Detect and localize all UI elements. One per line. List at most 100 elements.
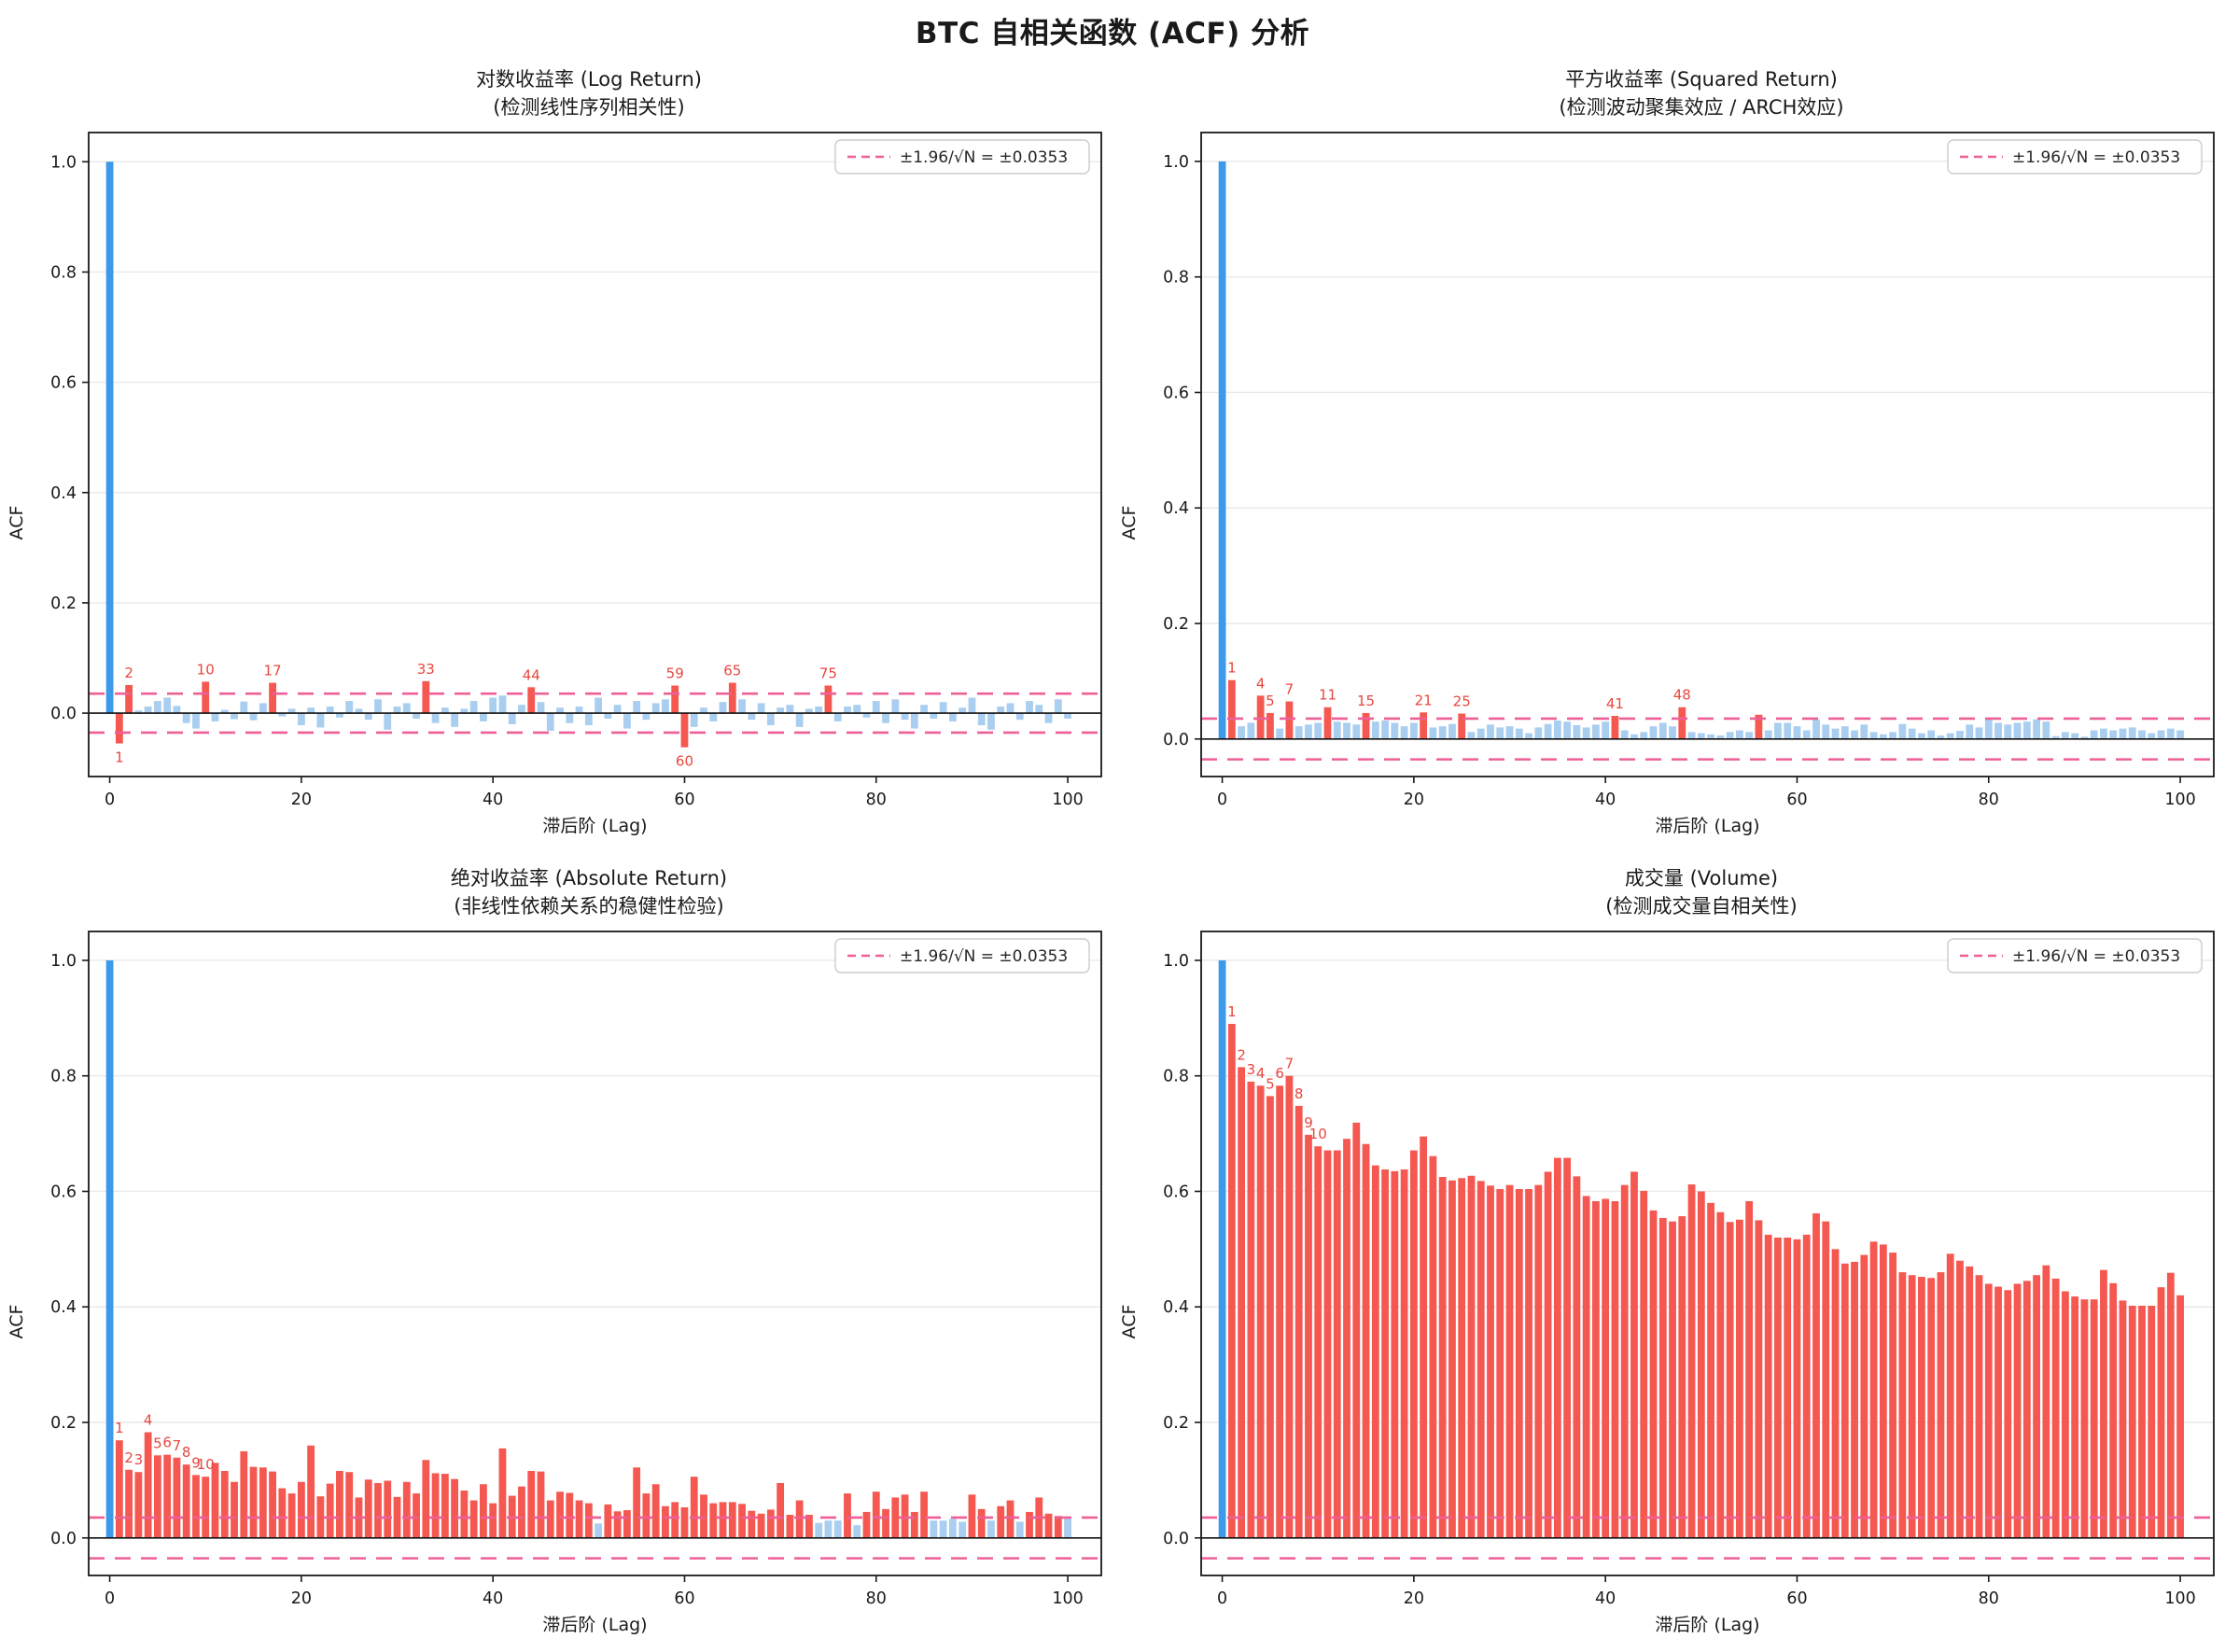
acf-bar <box>1352 1122 1361 1538</box>
acf-bar <box>604 1504 612 1538</box>
acf-bar <box>882 1508 889 1538</box>
acf-bar <box>1927 1278 1936 1538</box>
x-tick-label: 20 <box>1404 791 1424 809</box>
acf-bar <box>1448 1180 1456 1538</box>
acf-bar <box>1735 730 1743 739</box>
chart-title-sub: (检测线性序列相关性) <box>493 96 685 119</box>
acf-bar <box>1064 713 1071 719</box>
acf-bar <box>2109 730 2118 739</box>
acf-bar <box>469 1500 478 1538</box>
acf-bar <box>1371 721 1379 739</box>
acf-bar <box>2128 1306 2136 1538</box>
acf-bar <box>307 1445 315 1538</box>
acf-bar <box>690 713 698 727</box>
acf-bar <box>297 713 305 726</box>
acf-bar-lag0 <box>105 161 114 714</box>
acf-bar <box>1381 720 1389 739</box>
acf-bar <box>2042 1265 2050 1538</box>
acf-bar <box>910 713 918 729</box>
acf-bar <box>220 1470 229 1538</box>
acf-bar <box>1333 1150 1341 1538</box>
lag-label: 48 <box>1673 687 1691 704</box>
acf-bar <box>1697 1191 1705 1538</box>
lag-label: 11 <box>1319 687 1336 704</box>
acf-bar <box>595 697 602 714</box>
acf-bar <box>1793 1239 1801 1538</box>
acf-bar <box>422 1460 430 1538</box>
acf-bar <box>595 1523 602 1538</box>
acf-bar <box>240 701 248 714</box>
acf-bar <box>2119 1300 2127 1538</box>
acf-bar <box>939 702 947 714</box>
x-tick-label: 40 <box>1595 791 1616 809</box>
acf-bar <box>192 713 200 729</box>
acf-bar <box>1812 1212 1820 1538</box>
x-tick-label: 0 <box>1217 1589 1227 1608</box>
acf-bar <box>1918 733 1925 739</box>
acf-bar <box>1937 735 1945 739</box>
acf-bar <box>1869 1241 1878 1538</box>
acf-bar <box>930 1520 938 1538</box>
acf-bar <box>1869 732 1878 739</box>
acf-bar <box>508 713 516 724</box>
acf-bar <box>2071 733 2079 739</box>
acf-bar <box>441 1474 449 1538</box>
acf-bar <box>1697 733 1705 739</box>
acf-bar <box>336 1470 343 1538</box>
x-tick-label: 0 <box>105 791 115 809</box>
acf-bar <box>2061 1291 2069 1538</box>
acf-bar <box>2138 1306 2146 1538</box>
acf-bar <box>163 1454 172 1538</box>
acf-bar <box>2166 728 2175 739</box>
acf-bar <box>134 1472 143 1538</box>
acf-bar <box>518 705 525 714</box>
significant-lag-labels: 1 457 11 15 21 25 41 48 <box>1227 660 1691 712</box>
acf-bar <box>527 687 536 714</box>
acf-bar <box>1678 1216 1686 1538</box>
acf-bar <box>662 1505 669 1538</box>
lag-label: 7 <box>1285 681 1294 698</box>
acf-bar <box>278 713 287 717</box>
x-tick-label: 80 <box>866 1589 887 1608</box>
acf-bar <box>393 1496 401 1538</box>
acf-bar <box>1620 1184 1629 1538</box>
acf-bars <box>1218 959 2184 1538</box>
acf-bar <box>1975 1275 1983 1538</box>
acf-bar <box>154 1455 161 1538</box>
acf-bar <box>651 703 660 714</box>
lag-label: 6 <box>1275 1065 1284 1082</box>
acf-bar <box>1505 1184 1514 1538</box>
acf-bar <box>2090 730 2098 739</box>
y-tick-label: 0.6 <box>50 374 77 393</box>
acf-bar <box>1735 1219 1743 1538</box>
acf-bar <box>182 713 190 723</box>
chart-title-main: 绝对收益率 (Absolute Return) <box>450 867 728 889</box>
acf-bar <box>1285 701 1294 739</box>
acf-bar <box>1064 1518 1071 1538</box>
acf-bar <box>556 707 564 714</box>
y-tick-label: 0.0 <box>50 1530 77 1548</box>
acf-bar <box>901 1494 909 1538</box>
lag-label: 44 <box>523 666 540 683</box>
acf-bar <box>489 1503 497 1538</box>
acf-bar <box>422 680 430 714</box>
acf-bar <box>1044 1513 1053 1538</box>
acf-bar <box>1371 1165 1379 1538</box>
x-tick-label: 100 <box>1052 791 1083 809</box>
acf-bar <box>316 713 325 728</box>
acf-bar <box>1764 1234 1772 1538</box>
acf-bar <box>1630 1171 1638 1538</box>
lag-label: 75 <box>819 665 837 682</box>
acf-bar <box>1851 1261 1858 1538</box>
legend-label: ±1.96/√N = ±0.0353 <box>900 148 1068 167</box>
acf-bar <box>1400 1169 1408 1538</box>
lag-label: 9 <box>191 1454 201 1471</box>
chart-title: 平方收益率 (Squared Return) (检测波动聚集效应 / ARCH效… <box>1112 65 2225 122</box>
acf-bar <box>997 706 1005 714</box>
acf-bar <box>1994 722 2002 739</box>
acf-bar <box>1879 1244 1887 1538</box>
acf-bar <box>1908 1275 1916 1538</box>
y-tick-label: 0.8 <box>1163 269 1189 287</box>
